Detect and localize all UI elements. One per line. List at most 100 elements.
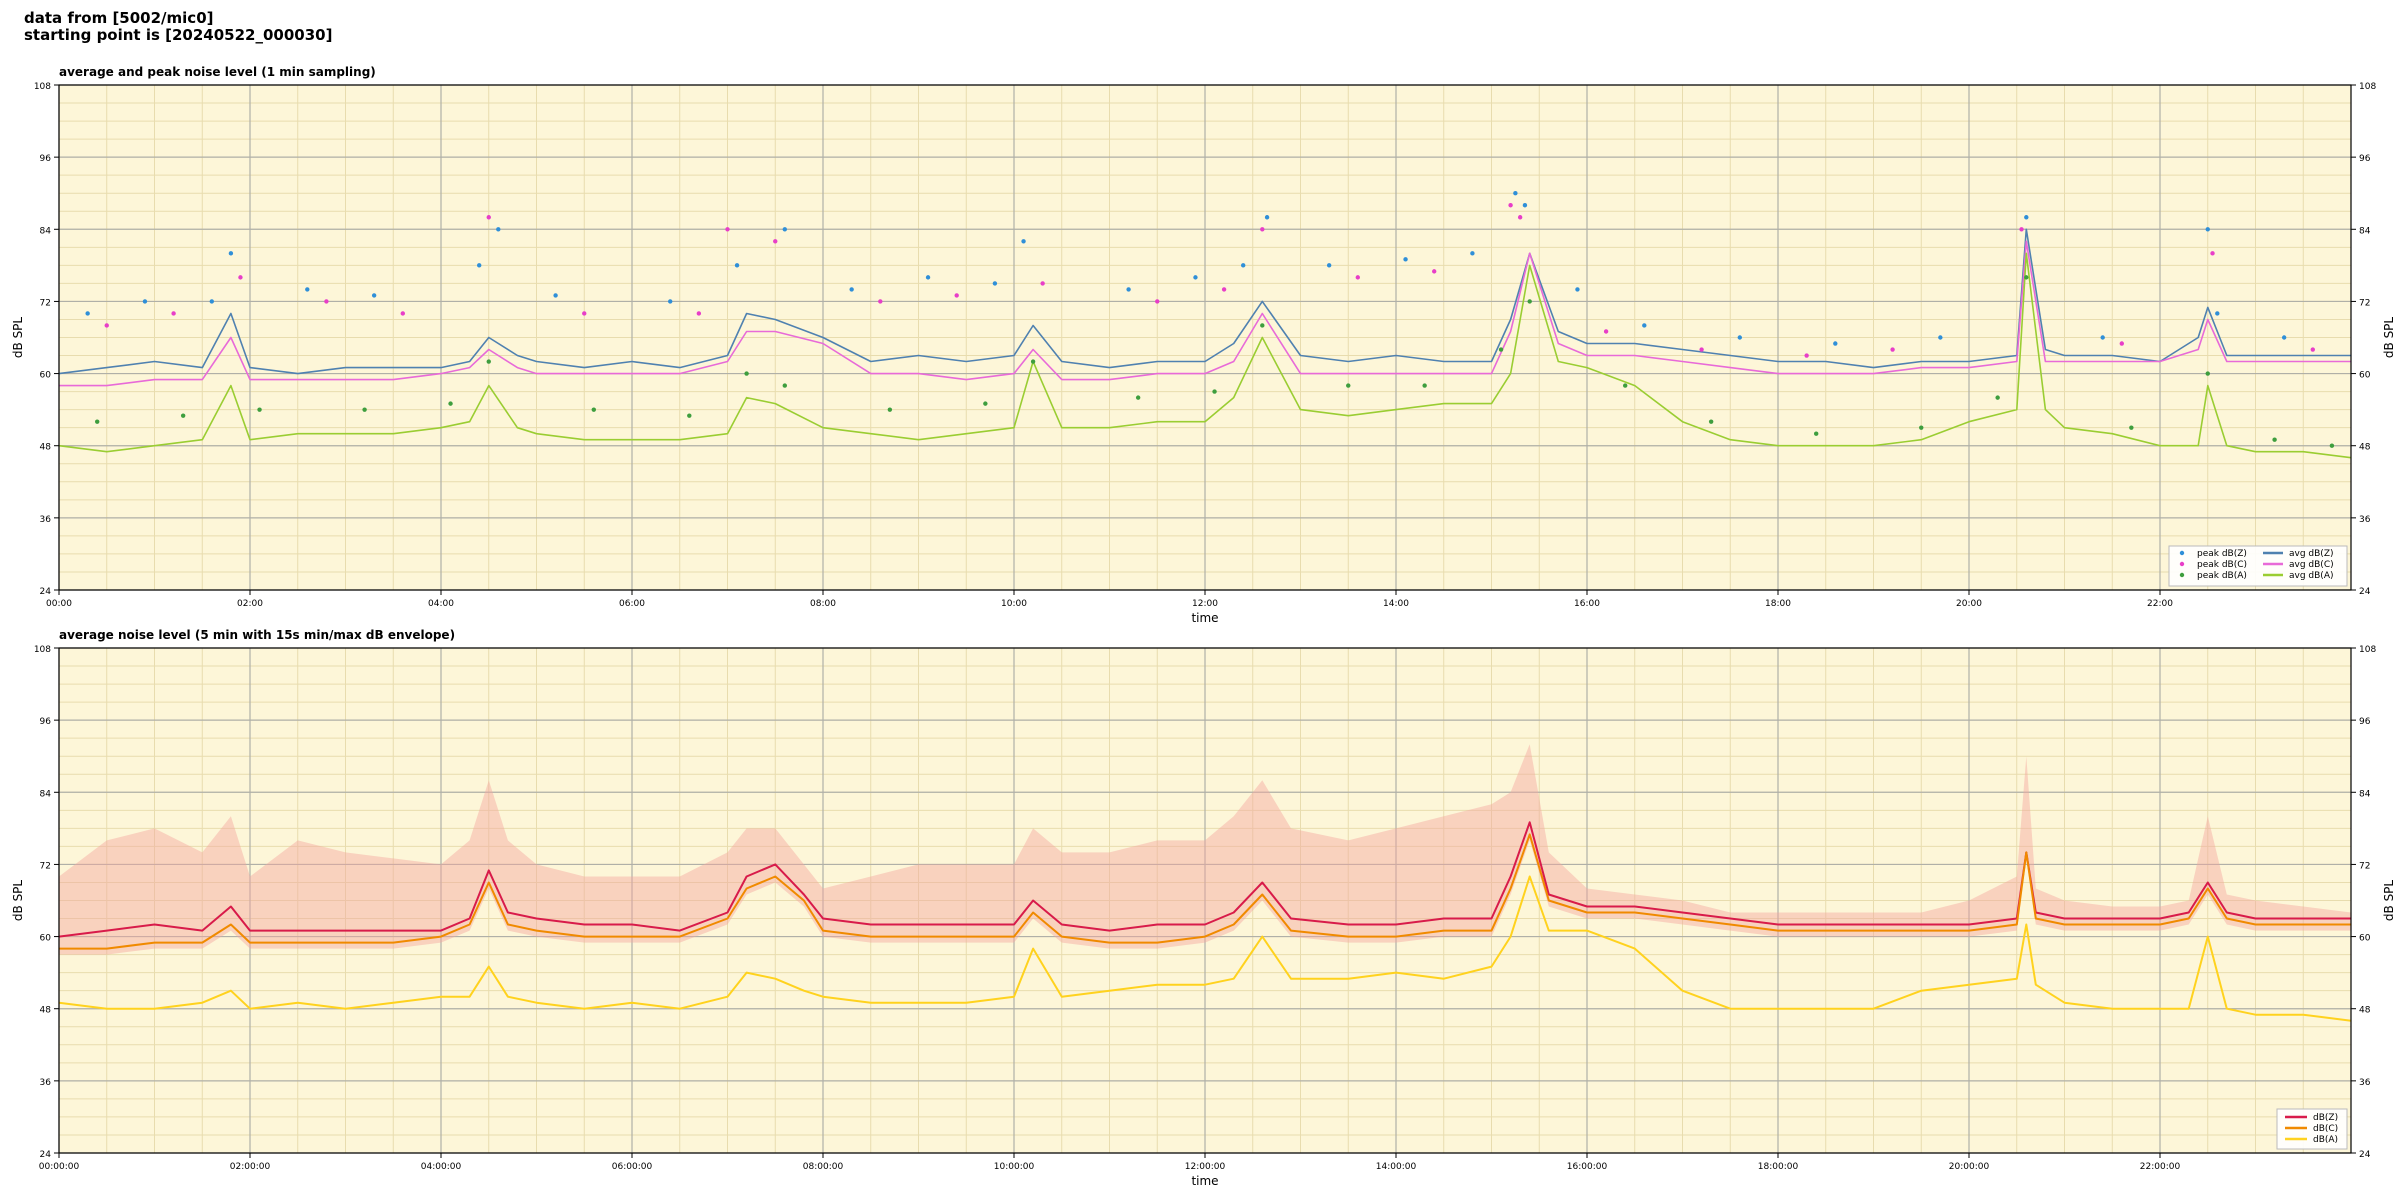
x-tick-label: 22:00:00 (2140, 1162, 2181, 1172)
data-point (782, 383, 787, 388)
data-point (1126, 287, 1131, 292)
x-tick-label: 04:00 (428, 599, 454, 609)
series-envelope-band (59, 744, 2351, 955)
data-point (1021, 239, 1026, 244)
y-tick-label-right: 48 (2359, 443, 2371, 453)
y-tick-label: 48 (40, 1006, 52, 1016)
y-tick-label-right: 84 (2359, 789, 2371, 799)
data-point (2100, 335, 2105, 340)
x-tick-label: 08:00:00 (803, 1162, 844, 1172)
data-point (725, 227, 730, 232)
data-point (1919, 425, 1924, 430)
y-tick-label: 72 (40, 298, 51, 308)
data-point (1030, 359, 1036, 364)
x-tick-label: 14:00 (1383, 599, 1409, 609)
x-tick-label: 00:00 (46, 599, 72, 609)
data-point (2129, 425, 2134, 430)
legend-label: avg dB(C) (2289, 560, 2334, 570)
x-tick-label: 06:00 (619, 599, 645, 609)
data-point (878, 299, 883, 304)
x-tick-label: 18:00 (1765, 599, 1791, 609)
data-point (992, 281, 998, 286)
x-tick-label: 04:00:00 (421, 1162, 462, 1172)
y-axis-label-right: dB SPL (2382, 317, 2396, 359)
data-point (2272, 437, 2277, 442)
y-tick-label-right: 72 (2359, 298, 2370, 308)
series-line-avg-db-c- (59, 240, 2351, 387)
data-point (668, 299, 673, 304)
y-tick-label-right: 24 (2359, 587, 2371, 597)
y-tick-label-right: 72 (2359, 861, 2370, 871)
data-point (687, 413, 692, 418)
data-point (1708, 419, 1714, 424)
chart-title: average noise level (5 min with 15s min/… (59, 628, 455, 642)
data-point (142, 299, 148, 304)
series-peak-db-z- (85, 191, 2287, 346)
x-tick-label: 06:00:00 (612, 1162, 653, 1172)
data-point (983, 401, 988, 406)
y-tick-label: 84 (40, 226, 52, 236)
data-point (1403, 257, 1408, 262)
x-tick-label: 12:00:00 (1185, 1162, 1226, 1172)
data-point (1040, 281, 1045, 286)
data-point (477, 263, 482, 268)
legend-swatch (2179, 550, 2185, 556)
data-point (2019, 227, 2024, 232)
data-point (887, 407, 893, 412)
data-point (1221, 287, 1227, 292)
data-point (362, 407, 367, 412)
y-tick-label: 84 (40, 789, 52, 799)
y-tick-label-right: 96 (2359, 717, 2371, 727)
data-point (744, 371, 749, 376)
legend-box (2168, 545, 2348, 587)
x-tick-label: 16:00 (1574, 599, 1600, 609)
data-point (324, 299, 329, 304)
data-point (582, 311, 587, 316)
data-point (1498, 347, 1504, 352)
chart-title: average and peak noise level (1 min samp… (59, 65, 376, 79)
x-tick-label: 08:00 (810, 599, 836, 609)
y-tick-label: 36 (40, 515, 52, 525)
data-point (553, 293, 558, 298)
figure-header: data from [5002/mic0] starting point is … (24, 10, 332, 44)
data-point (2329, 443, 2335, 448)
data-point (1517, 215, 1523, 220)
data-point (1699, 347, 1704, 352)
data-point (2119, 341, 2124, 346)
y-tick-label-right: 84 (2359, 226, 2371, 236)
data-point (1575, 287, 1580, 292)
y-tick-label-right: 108 (2359, 645, 2376, 655)
series-line-db-a- (58, 875, 2352, 1022)
series-line-avg-db-a- (58, 252, 2352, 459)
y-tick-label-right: 36 (2359, 515, 2371, 525)
series-peak-db-a- (95, 275, 2335, 448)
data-point (1432, 269, 1437, 274)
legend-label: peak dB(Z) (2197, 549, 2247, 559)
data-point (1814, 431, 1819, 436)
data-point (849, 287, 854, 292)
x-axis-label: time (1191, 1174, 1218, 1188)
x-tick-label: 16:00:00 (1567, 1162, 1608, 1172)
data-point (1422, 383, 1427, 388)
data-point (2024, 275, 2029, 280)
data-point (591, 407, 596, 412)
data-point (696, 311, 702, 316)
x-tick-label: 14:00:00 (1376, 1162, 1417, 1172)
legend-label: dB(A) (2313, 1135, 2338, 1145)
y-tick-label-right: 24 (2359, 1150, 2371, 1160)
data-point (486, 215, 491, 220)
y-axis-label-right: dB SPL (2382, 880, 2396, 922)
x-tick-label: 00:00:00 (39, 1162, 80, 1172)
legend-label: peak dB(A) (2197, 571, 2247, 581)
data-point (773, 239, 778, 244)
chart-average-peak-svg: 24 24 36 36 48 48 60 60 72 72 84 84 96 96 108 108 00:00 0… (11, 65, 2396, 625)
y-tick-label: 96 (40, 717, 52, 727)
y-tick-label: 36 (40, 1078, 52, 1088)
data-point (1804, 353, 1809, 358)
y-tick-label: 96 (40, 154, 52, 164)
data-point (782, 227, 787, 232)
y-tick-label: 48 (40, 443, 52, 453)
y-tick-label: 108 (34, 645, 51, 655)
data-point (448, 401, 453, 406)
